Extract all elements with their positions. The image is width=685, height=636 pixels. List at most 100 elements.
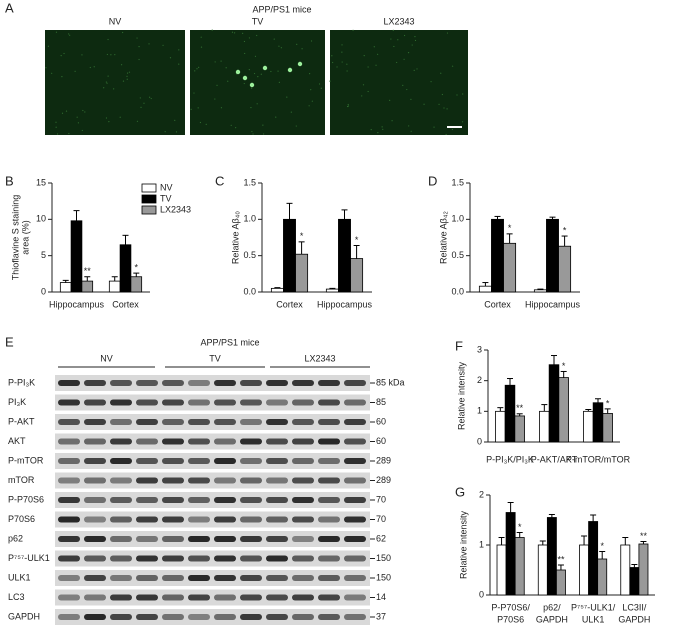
x-tick-label: Cortex	[112, 299, 139, 309]
speck	[377, 53, 379, 55]
bar	[514, 537, 525, 596]
significance: *	[135, 262, 139, 272]
bar	[533, 289, 547, 293]
blot-band	[292, 380, 314, 386]
speck	[194, 70, 196, 72]
blot-band	[266, 497, 288, 503]
x-tick-label: Hippocampus	[49, 299, 105, 309]
blot-band	[214, 399, 236, 406]
speck	[69, 34, 71, 36]
blot-label: ULK1	[8, 572, 31, 582]
blot-size: 289	[376, 475, 391, 485]
bar	[597, 558, 608, 596]
blot-band	[240, 594, 262, 601]
speck	[309, 73, 311, 75]
x-tick-label: Hippocampus	[525, 299, 581, 309]
blot-band	[136, 477, 158, 484]
speck	[423, 103, 425, 105]
speck	[61, 76, 63, 78]
y-tick-label: 10	[36, 214, 46, 224]
plaque	[235, 69, 241, 75]
speck	[367, 66, 369, 68]
speck	[214, 98, 216, 100]
bar	[546, 517, 557, 596]
bar	[495, 410, 506, 443]
blot-band	[214, 497, 236, 503]
blot-band	[188, 380, 210, 386]
blot-size: 289	[376, 455, 391, 465]
speck	[60, 55, 62, 57]
speck	[341, 51, 343, 53]
speck	[410, 98, 412, 100]
blot-band	[292, 399, 314, 406]
blot-band	[110, 516, 132, 523]
speck	[244, 52, 246, 55]
blot-band	[266, 555, 288, 562]
speck	[347, 105, 350, 107]
blot-band	[110, 438, 132, 445]
speck	[329, 80, 331, 82]
speck	[113, 88, 115, 90]
blot-strip	[55, 609, 370, 625]
x-tick-label: Hippocampus	[317, 299, 373, 309]
blot-band	[58, 419, 80, 425]
blot-band	[266, 575, 288, 581]
blot-band	[162, 594, 184, 601]
speck	[390, 38, 392, 40]
speck	[331, 55, 333, 57]
blot-band	[292, 614, 314, 620]
speck	[243, 82, 245, 85]
x-tick-label: P-P70S6/	[491, 602, 530, 612]
speck	[462, 93, 464, 95]
speck	[190, 108, 192, 111]
significance: *	[562, 361, 566, 371]
blot-band	[58, 555, 80, 562]
speck	[310, 40, 313, 42]
blot-band	[240, 555, 262, 562]
speck	[413, 69, 415, 71]
speck	[410, 130, 412, 132]
speck	[262, 124, 264, 126]
bar	[558, 245, 572, 293]
blot-band	[136, 458, 158, 464]
significance: **	[516, 403, 524, 413]
speck	[250, 87, 253, 89]
blot-band	[292, 516, 314, 523]
blot-size: 70	[376, 494, 386, 504]
x-tick-label: P-AKT/AKT	[531, 454, 578, 464]
blot-band	[84, 575, 106, 581]
blot-band	[318, 575, 340, 581]
bar	[558, 377, 569, 443]
blot-band	[162, 477, 184, 484]
speck	[197, 107, 199, 109]
speck	[270, 70, 272, 73]
speck	[122, 31, 124, 34]
blot-band	[214, 614, 236, 620]
blot-band	[188, 399, 210, 406]
speck	[106, 53, 108, 56]
blot-size: 60	[376, 436, 386, 446]
speck	[81, 54, 83, 56]
speck	[277, 70, 279, 72]
speck	[403, 58, 405, 60]
blot-band	[188, 555, 210, 562]
speck	[231, 31, 234, 33]
blot-label: P-P70S6	[8, 494, 44, 504]
blot-band	[266, 614, 288, 620]
speck	[45, 67, 47, 69]
speck	[273, 38, 275, 40]
blot-band	[318, 380, 340, 386]
y-tick-label: 0.0	[243, 286, 256, 296]
blot-band	[292, 575, 314, 581]
speck	[216, 84, 218, 87]
speck	[220, 60, 222, 62]
speck	[126, 78, 128, 80]
speck	[77, 122, 80, 124]
speck	[392, 29, 394, 31]
bar	[504, 384, 516, 443]
panel-letter: D	[428, 173, 437, 188]
significance: *	[606, 398, 610, 408]
blot-band	[58, 516, 80, 523]
speck	[150, 97, 152, 100]
y-tick-label: 5	[41, 250, 46, 260]
